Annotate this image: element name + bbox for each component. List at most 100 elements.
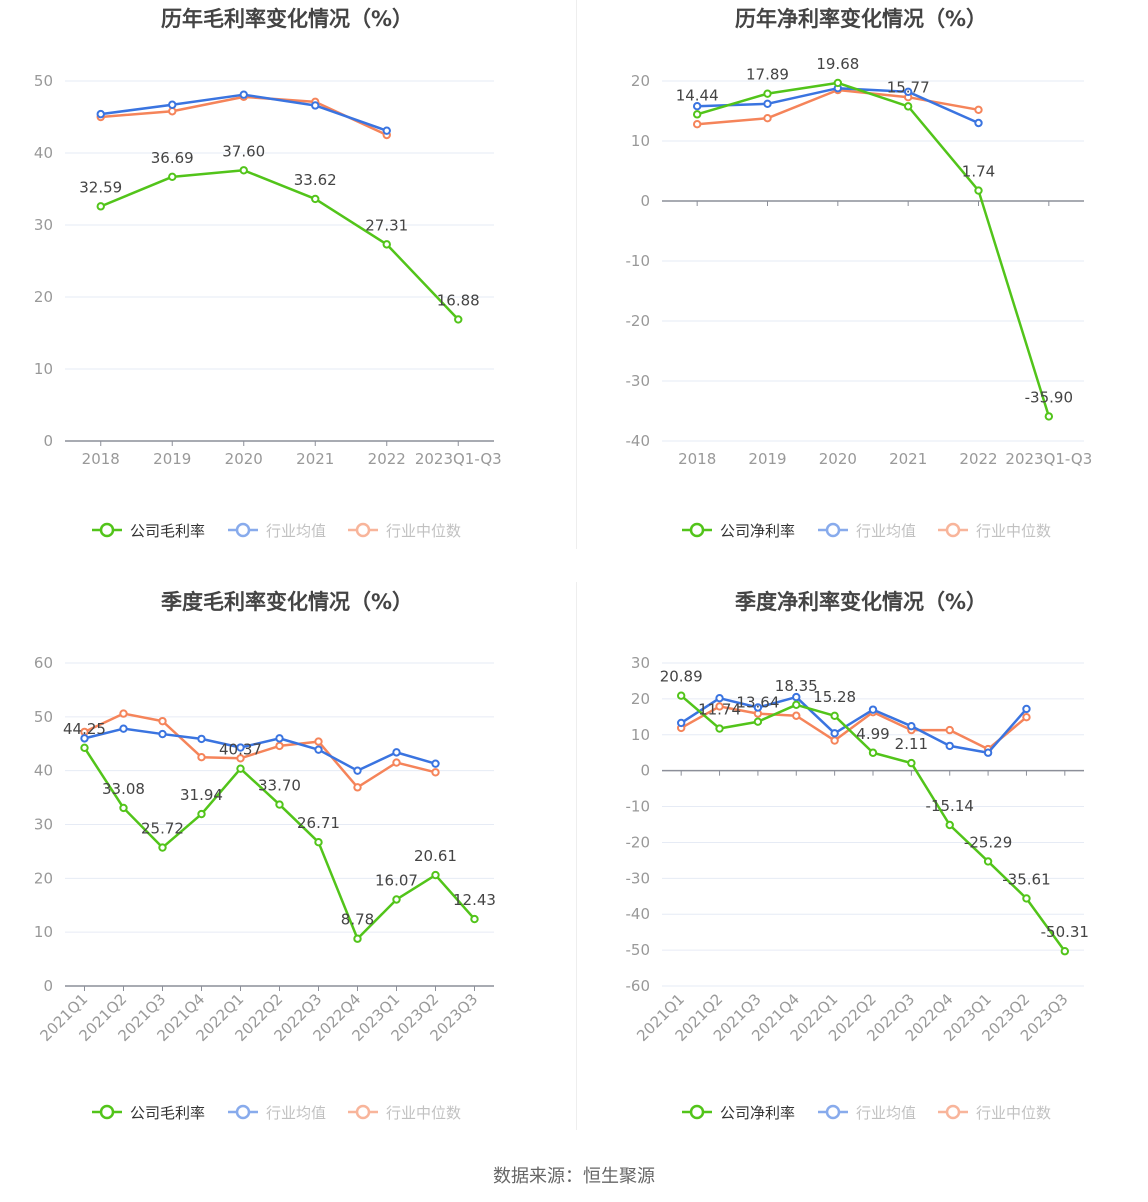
data-point: [676, 718, 686, 728]
legend-item[interactable]: 行业均值: [228, 1104, 326, 1122]
legend-item[interactable]: 公司毛利率: [92, 1104, 205, 1122]
chart-svg-annual-gross-margin: 历年毛利率变化情况（%） 0 10 20 30 40 50 2018 2019 2020 2021 2…: [34, 7, 502, 540]
data-point: [239, 90, 248, 99]
data-point: [715, 702, 724, 711]
legend-label: 行业中位数: [976, 1104, 1051, 1122]
series-line-industry-median: [697, 88, 979, 126]
data-label: -25.29: [964, 833, 1012, 851]
data-point: [1022, 712, 1031, 722]
legend-item[interactable]: 行业中位数: [348, 522, 461, 540]
legend-item[interactable]: 行业中位数: [938, 522, 1051, 540]
y-tick-label: 10: [631, 132, 650, 150]
data-point: [470, 914, 479, 924]
data-point: [275, 734, 284, 743]
data-point: [830, 729, 839, 738]
legend-circle-icon: [689, 1104, 705, 1120]
legend-item[interactable]: 公司净利率: [682, 1104, 795, 1122]
data-point: [763, 89, 772, 98]
data-label: 33.70: [258, 777, 301, 795]
x-tick-label: 2023Q1-Q3: [415, 450, 502, 468]
data-label: 31.94: [180, 786, 223, 804]
legend-item[interactable]: 行业均值: [228, 522, 326, 540]
data-point: [945, 741, 954, 751]
data-label: -35.90: [1025, 388, 1073, 406]
series-line-industry-median: [83, 712, 436, 789]
data-label: -50.31: [1041, 923, 1089, 941]
data-point: [830, 736, 839, 745]
y-tick-label: 20: [34, 869, 53, 887]
chart-annual-gross-margin: 历年毛利率变化情况（%） 0 10 20 30 40 50 2018 2019 2020 2021 2…: [0, 0, 574, 582]
x-tick-label: 2019: [153, 450, 191, 468]
legend-label: 行业均值: [266, 1104, 326, 1122]
legend-label: 公司毛利率: [130, 1104, 205, 1122]
y-tick-label: 20: [34, 288, 53, 306]
data-point: [168, 107, 177, 116]
data-label: 19.68: [816, 55, 859, 73]
data-label: 26.71: [297, 814, 340, 832]
data-label: 40.37: [219, 741, 262, 759]
legend-circle-icon: [945, 522, 961, 538]
y-tick-label: 40: [34, 144, 53, 162]
data-point: [833, 78, 843, 88]
data-point: [945, 725, 954, 735]
legend-label: 公司净利率: [720, 522, 795, 540]
y-tick-label: -30: [626, 869, 651, 887]
legend-circle-icon: [825, 522, 841, 538]
data-point: [119, 803, 128, 813]
data-point: [974, 118, 983, 128]
data-point: [974, 186, 983, 195]
data-label: 25.72: [141, 820, 184, 838]
legend-circle-icon: [945, 1104, 961, 1120]
data-point: [431, 768, 440, 777]
data-point: [983, 748, 993, 757]
data-label: 44.25: [63, 720, 106, 738]
legend-label: 行业中位数: [976, 522, 1051, 540]
legend-item[interactable]: 行业均值: [818, 1104, 916, 1122]
data-point: [80, 743, 89, 752]
data-point: [314, 737, 323, 746]
data-point: [314, 745, 323, 754]
y-tick-label: -10: [626, 252, 651, 270]
data-label: -35.61: [1002, 870, 1050, 888]
chart-annual-net-margin: 历年净利率变化情况（%） -40 -30 -20 -10 0 10 20 2018 2019 202…: [574, 0, 1148, 582]
y-tick-label: 10: [34, 360, 53, 378]
y-tick-label: 50: [34, 708, 53, 726]
data-label: 36.69: [151, 149, 194, 167]
legend-item[interactable]: 行业均值: [818, 522, 916, 540]
data-point: [903, 102, 913, 111]
legend-item[interactable]: 公司毛利率: [92, 522, 205, 540]
legend-item[interactable]: 公司净利率: [682, 522, 795, 540]
data-point: [1060, 947, 1070, 956]
data-point: [1022, 704, 1031, 714]
data-point: [392, 748, 401, 757]
x-tick-label: 2020: [819, 450, 857, 468]
y-tick-label: 30: [34, 216, 53, 234]
legend-item[interactable]: 行业中位数: [348, 1104, 461, 1122]
data-point: [275, 800, 284, 809]
legend-circle-icon: [99, 522, 115, 538]
data-point: [158, 843, 167, 852]
data-point: [983, 857, 993, 866]
y-tick-label: 40: [34, 762, 53, 780]
data-label: 16.07: [375, 871, 418, 889]
legend-circle-icon: [355, 1104, 371, 1120]
series-line-industry-mean: [84, 727, 436, 772]
data-point: [792, 692, 801, 702]
data-point: [753, 717, 763, 726]
data-point: [96, 109, 105, 119]
data-label: 8.78: [341, 911, 374, 929]
legend-item[interactable]: 行业中位数: [938, 1104, 1051, 1122]
series-line-industry-mean: [680, 695, 1028, 754]
y-tick-label: 50: [34, 72, 53, 90]
chart-title: 历年毛利率变化情况（%）: [161, 7, 413, 31]
data-point: [715, 693, 724, 703]
data-point: [353, 783, 362, 792]
data-point: [431, 759, 440, 768]
data-label: 27.31: [365, 216, 408, 234]
data-point: [158, 716, 167, 726]
data-label: 33.62: [294, 171, 337, 189]
data-label: 18.35: [775, 677, 818, 695]
data-point: [80, 734, 89, 743]
legend-label: 公司毛利率: [130, 522, 205, 540]
data-label: 11.74: [698, 701, 741, 719]
